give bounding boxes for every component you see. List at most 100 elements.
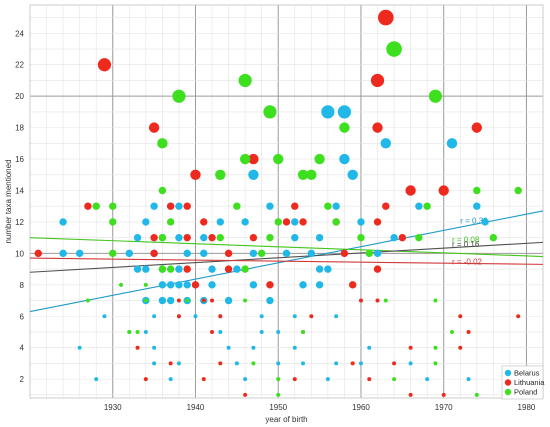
data-point-belarus (291, 218, 299, 226)
data-point-belarus (408, 361, 413, 366)
data-point-belarus (292, 314, 297, 319)
data-point-poland (433, 298, 438, 303)
data-point-poland (266, 233, 274, 242)
data-point-lithuania (208, 233, 216, 242)
data-point-belarus (266, 202, 274, 210)
data-point-belarus (243, 377, 248, 382)
y-tick-label: 10 (15, 249, 24, 258)
data-point-lithuania (218, 361, 223, 366)
data-point-belarus (315, 233, 324, 242)
data-point-belarus (143, 329, 148, 334)
data-point-lithuania (201, 298, 206, 303)
data-point-lithuania (176, 314, 181, 319)
data-point-belarus (357, 218, 365, 226)
data-point-lithuania (370, 73, 385, 88)
data-point-lithuania (201, 377, 206, 382)
data-point-belarus (200, 249, 208, 258)
data-point-poland (365, 249, 373, 258)
trend-lines: r = 0.30 r = 0.08r = 0.16 r = -0.02 (29, 210, 544, 313)
data-point-poland (276, 392, 281, 397)
data-point-lithuania (309, 314, 314, 319)
data-point-belarus (175, 233, 183, 242)
data-point-belarus (358, 361, 363, 366)
data-point-poland (172, 89, 186, 103)
data-point-lithuania (340, 249, 349, 258)
trend-label-belarus: r = 0.30 (460, 217, 488, 226)
data-point-lithuania (135, 345, 140, 350)
data-point-lithuania (292, 377, 297, 382)
data-point-belarus (249, 249, 258, 258)
data-point-lithuania (375, 298, 380, 303)
x-tick-label: 1960 (352, 403, 370, 412)
data-point-poland (473, 186, 481, 195)
data-point-belarus (208, 281, 216, 289)
data-point-belarus (133, 233, 142, 242)
data-point-lithuania (168, 361, 173, 366)
legend-label: Belarus (514, 369, 540, 378)
data-point-poland (109, 249, 117, 258)
data-point-belarus (94, 377, 99, 382)
data-point-belarus (152, 314, 157, 319)
legend-label: Poland (514, 388, 537, 397)
data-point-lithuania (372, 122, 383, 133)
data-point-belarus (367, 345, 372, 350)
data-point-poland (216, 233, 225, 242)
data-point-poland (158, 233, 167, 242)
data-point-lithuania (190, 169, 201, 180)
x-tick-label: 1950 (269, 403, 287, 412)
data-point-lithuania (200, 218, 208, 226)
data-point-belarus (315, 265, 324, 273)
data-point-lithuania (191, 281, 200, 289)
x-axis-title: year of birth (265, 415, 307, 424)
data-point-poland (392, 377, 397, 382)
data-point-belarus (266, 296, 274, 305)
data-point-belarus (183, 281, 191, 289)
data-point-poland (514, 186, 522, 195)
data-point-belarus (373, 249, 382, 258)
data-point-lithuania (183, 265, 191, 273)
data-point-lithuania (438, 185, 449, 196)
data-point-belarus (59, 218, 67, 226)
data-point-poland (339, 122, 350, 133)
data-point-poland (85, 298, 90, 303)
data-point-belarus (234, 361, 239, 366)
data-point-poland (357, 233, 365, 242)
data-point-poland (157, 138, 168, 149)
data-point-belarus (332, 202, 340, 210)
data-point-belarus (276, 361, 281, 366)
data-point-belarus (301, 361, 306, 366)
data-point-lithuania (97, 58, 112, 72)
y-tick-label: 14 (15, 186, 24, 195)
y-tick-label: 20 (15, 92, 24, 101)
data-point-belarus (425, 377, 430, 382)
data-point-poland (135, 329, 140, 334)
data-point-lithuania (382, 202, 390, 210)
data-point-belarus (102, 314, 107, 319)
data-point-belarus (292, 345, 297, 350)
data-point-belarus (446, 138, 458, 149)
data-point-poland (263, 105, 277, 119)
data-point-lithuania (266, 281, 274, 289)
data-point-poland (143, 298, 148, 303)
data-point-poland (306, 169, 317, 180)
data-point-poland (273, 153, 284, 165)
data-point-lithuania (183, 233, 191, 242)
data-point-belarus (125, 249, 133, 258)
data-point-belarus (334, 361, 339, 366)
data-point-belarus (325, 377, 330, 382)
data-point-lithuania (249, 233, 258, 242)
data-point-lithuania (183, 202, 191, 210)
data-point-poland (215, 169, 226, 180)
data-point-lithuania (348, 281, 357, 289)
data-point-lithuania (358, 298, 363, 303)
data-point-belarus (315, 281, 324, 289)
data-point-belarus (152, 345, 157, 350)
data-point-lithuania (392, 361, 397, 366)
y-tick-label: 6 (20, 312, 25, 321)
data-point-lithuania (458, 345, 463, 350)
data-point-belarus (307, 249, 316, 258)
data-point-belarus (226, 345, 231, 350)
data-point-belarus (175, 281, 183, 289)
data-point-lithuania (373, 265, 382, 273)
data-point-lithuania (243, 392, 248, 397)
